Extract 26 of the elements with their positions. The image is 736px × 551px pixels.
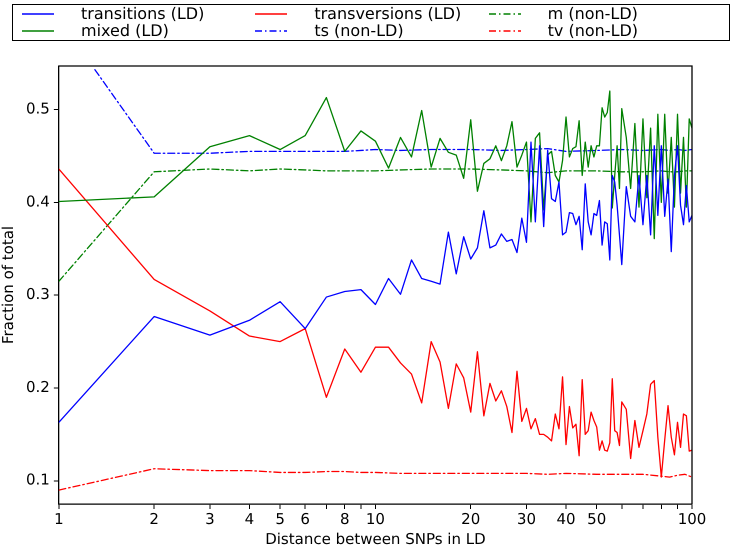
x-tick-label: 1 bbox=[54, 510, 64, 528]
legend-label: transitions (LD) bbox=[81, 4, 204, 23]
x-tick-label: 3 bbox=[205, 510, 215, 528]
y-tick-label: 0.1 bbox=[26, 470, 50, 489]
x-tick-label: 40 bbox=[556, 510, 576, 528]
x-tick-label: 4 bbox=[244, 510, 254, 528]
x-axis-title: Distance between SNPs in LD bbox=[265, 530, 486, 548]
legend-label: transversions (LD) bbox=[314, 4, 462, 23]
legend-label: tv (non-LD) bbox=[548, 21, 638, 40]
x-tick-label: 2 bbox=[149, 510, 159, 528]
x-tick-label: 30 bbox=[516, 510, 536, 528]
legend-label: m (non-LD) bbox=[548, 4, 638, 23]
legend-label: mixed (LD) bbox=[81, 21, 169, 40]
x-tick-label: 6 bbox=[300, 510, 310, 528]
legend-label: ts (non-LD) bbox=[314, 21, 404, 40]
x-tick-label: 100 bbox=[678, 510, 706, 528]
y-tick-label: 0.2 bbox=[26, 378, 50, 396]
y-tick-label: 0.5 bbox=[26, 100, 50, 118]
y-tick-label: 0.3 bbox=[26, 285, 50, 304]
x-tick-label: 50 bbox=[587, 510, 606, 528]
x-tick-label: 10 bbox=[366, 510, 385, 528]
y-tick-label: 0.4 bbox=[26, 192, 50, 210]
x-tick-label: 5 bbox=[275, 510, 285, 528]
x-tick-label: 8 bbox=[340, 510, 350, 528]
x-tick-label: 20 bbox=[461, 510, 480, 528]
y-axis-title: Fraction of total bbox=[0, 226, 17, 344]
